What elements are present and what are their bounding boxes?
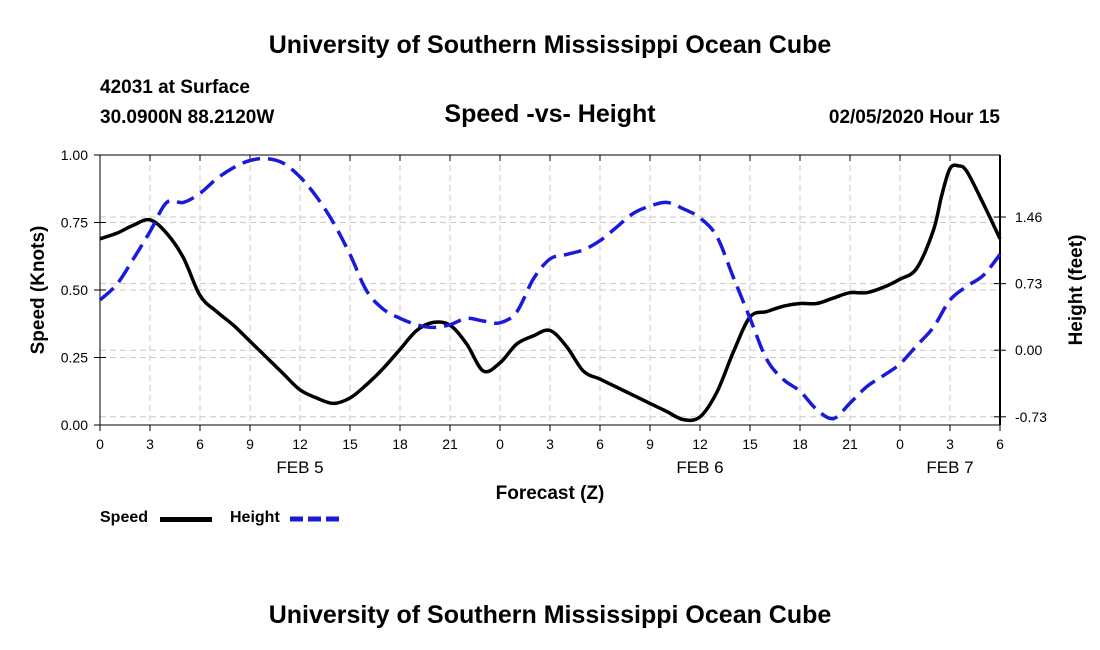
station-coordinates: 30.0900N 88.2120W bbox=[100, 107, 275, 128]
x-tick-label: 18 bbox=[392, 436, 408, 452]
y-tick-label: 1.00 bbox=[61, 147, 88, 163]
x-tick-label: 15 bbox=[742, 436, 758, 452]
y2-tick-label: 1.46 bbox=[1015, 209, 1042, 225]
x-tick-label: 9 bbox=[646, 436, 654, 452]
day-label: FEB 6 bbox=[676, 458, 723, 477]
x-tick-label: 0 bbox=[896, 436, 904, 452]
x-tick-label: 6 bbox=[996, 436, 1004, 452]
x-tick-label: 3 bbox=[546, 436, 554, 452]
x-tick-label: 6 bbox=[596, 436, 604, 452]
y2-axis-title: Height (feet) bbox=[1066, 235, 1087, 346]
axes bbox=[94, 154, 1006, 431]
y-tick-label: 0.50 bbox=[61, 282, 88, 298]
x-tick-label: 21 bbox=[842, 436, 858, 452]
x-tick-label: 0 bbox=[96, 436, 104, 452]
legend-speed-label: Speed bbox=[100, 509, 149, 526]
run-time: 02/05/2020 Hour 15 bbox=[828, 107, 1000, 128]
y-tick-label: 0.75 bbox=[61, 215, 88, 231]
x-tick-label: 9 bbox=[246, 436, 254, 452]
x-tick-label: 18 bbox=[792, 436, 808, 452]
x-tick-label: 21 bbox=[442, 436, 458, 452]
legend-height-label: Height bbox=[230, 509, 280, 526]
series-speed-line bbox=[99, 163, 1002, 423]
x-tick-label: 12 bbox=[692, 436, 708, 452]
chart-title: Speed -vs- Height bbox=[444, 100, 656, 128]
y-tick-label: 0.25 bbox=[61, 350, 88, 366]
legend-height-swatch bbox=[290, 516, 344, 522]
x-tick-label: 15 bbox=[342, 436, 358, 452]
series-layer bbox=[98, 156, 1002, 423]
x-tick-label: 12 bbox=[292, 436, 308, 452]
day-label: FEB 5 bbox=[276, 458, 323, 477]
y-axis-title: Speed (Knots) bbox=[28, 226, 49, 355]
station-name: 42031 at Surface bbox=[100, 77, 250, 98]
page-title-top: University of Southern Mississippi Ocean… bbox=[268, 31, 832, 59]
y2-tick-label: -0.73 bbox=[1015, 409, 1047, 425]
grid-lines bbox=[100, 155, 1000, 425]
y-tick-label: 0.00 bbox=[61, 417, 88, 433]
y2-tick-label: 0.73 bbox=[1015, 276, 1042, 292]
x-tick-label: 3 bbox=[946, 436, 954, 452]
x-axis-title: Forecast (Z) bbox=[496, 483, 605, 504]
y2-tick-label: 0.00 bbox=[1015, 342, 1042, 358]
page-title-bottom: University of Southern Mississippi Ocean… bbox=[268, 601, 832, 629]
day-label: FEB 7 bbox=[926, 458, 973, 477]
x-tick-label: 6 bbox=[196, 436, 204, 452]
axis-labels: 0 3 6 9 12 15 18 21 0 3 6 9 12 15 18 21 0 3 6 FEB 5 FEB 6 FEB… bbox=[28, 147, 1087, 504]
legend-speed-swatch bbox=[160, 517, 212, 522]
x-tick-label: 0 bbox=[496, 436, 504, 452]
x-tick-label: 3 bbox=[146, 436, 154, 452]
series-height-line bbox=[98, 156, 1002, 421]
